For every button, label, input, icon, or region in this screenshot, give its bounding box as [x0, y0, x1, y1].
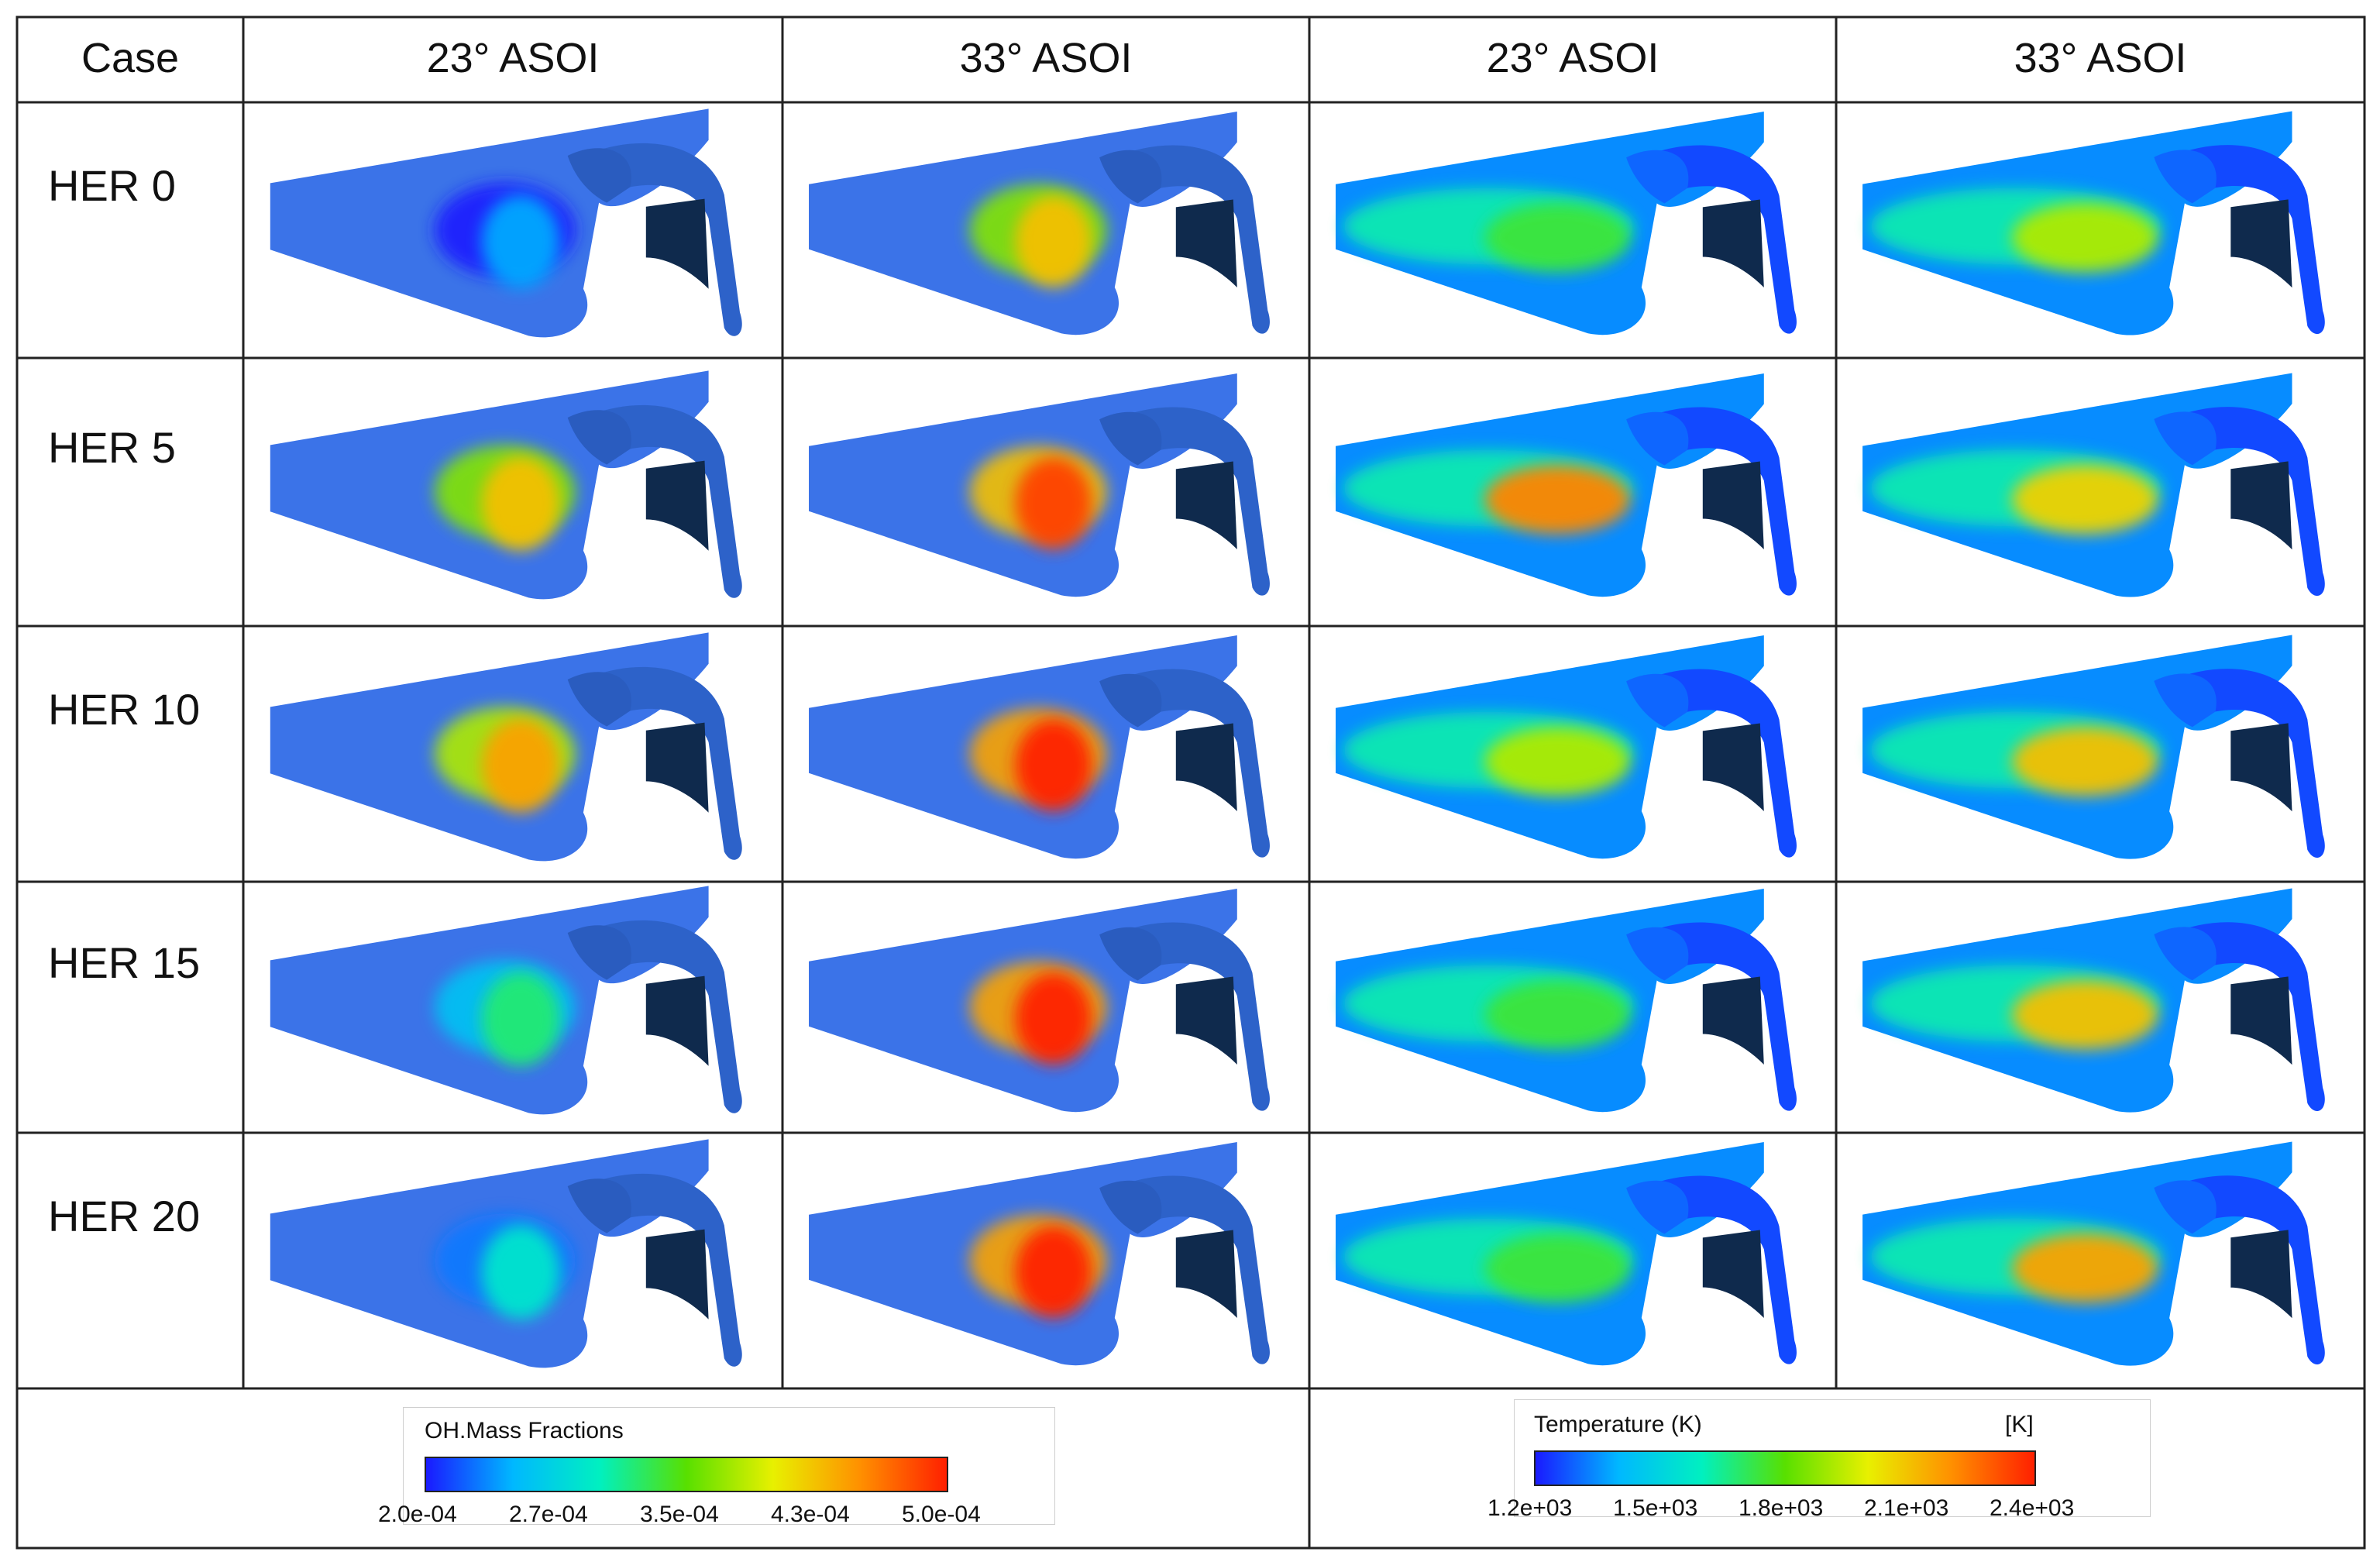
table-lines	[15, 15, 2366, 1550]
row-label-1: HER 5	[48, 423, 176, 472]
temp-legend-unit: [K]	[2005, 1412, 2034, 1437]
header-column-1: 33° ASOI	[959, 35, 1133, 81]
temp-legend-title: Temperature (K)	[1534, 1412, 1702, 1437]
chamber-image-0-2	[1336, 112, 1797, 335]
row-label-0: HER 0	[48, 161, 176, 210]
temp-tick-0: 1.2e+03	[1488, 1495, 1573, 1521]
chamber-image-3-0	[270, 886, 742, 1115]
temp-tick-3: 2.1e+03	[1864, 1495, 1949, 1521]
row-label-2: HER 10	[48, 685, 201, 734]
oh-tick-2: 3.5e-04	[640, 1502, 719, 1527]
chamber-image-1-3	[1862, 373, 2325, 597]
oh-tick-1: 2.7e-04	[509, 1502, 588, 1527]
chamber-image-4-2	[1336, 1142, 1797, 1366]
chamber-image-0-3	[1862, 111, 2325, 335]
oh-tick-4: 5.0e-04	[902, 1502, 981, 1527]
chamber-image-0-1	[809, 112, 1270, 335]
temp-tick-4: 2.4e+03	[1990, 1495, 2075, 1521]
chamber-image-3-3	[1862, 888, 2325, 1113]
chamber-image-4-0	[270, 1139, 742, 1368]
chamber-image-1-0	[270, 370, 742, 600]
header-case: Case	[81, 35, 180, 81]
chamber-image-1-2	[1336, 373, 1797, 597]
oh-tick-0: 2.0e-04	[378, 1502, 457, 1527]
chamber-image-2-2	[1336, 635, 1797, 859]
oh-legend-title: OH.Mass Fractions	[425, 1418, 624, 1443]
temp-colorbar	[1534, 1450, 2036, 1486]
chamber-image-3-2	[1336, 889, 1797, 1113]
header-column-2: 23° ASOI	[1486, 35, 1659, 81]
chamber-image-4-1	[809, 1142, 1270, 1366]
chamber-image-2-0	[270, 632, 742, 862]
chamber-image-1-1	[809, 373, 1270, 597]
temp-tick-1: 1.5e+03	[1613, 1495, 1698, 1521]
chamber-image-3-1	[809, 889, 1270, 1113]
chamber-image-2-1	[809, 635, 1270, 859]
row-label-3: HER 15	[48, 938, 201, 987]
chamber-image-0-0	[270, 108, 742, 338]
header-column-0: 23° ASOI	[426, 35, 600, 81]
temp-tick-2: 1.8e+03	[1739, 1495, 1824, 1521]
oh-tick-3: 4.3e-04	[771, 1502, 850, 1527]
row-label-4: HER 20	[48, 1192, 201, 1240]
chamber-image-2-3	[1862, 635, 2325, 859]
header-column-3: 33° ASOI	[2014, 35, 2187, 81]
oh-colorbar	[425, 1457, 948, 1492]
chamber-image-4-3	[1862, 1141, 2325, 1366]
